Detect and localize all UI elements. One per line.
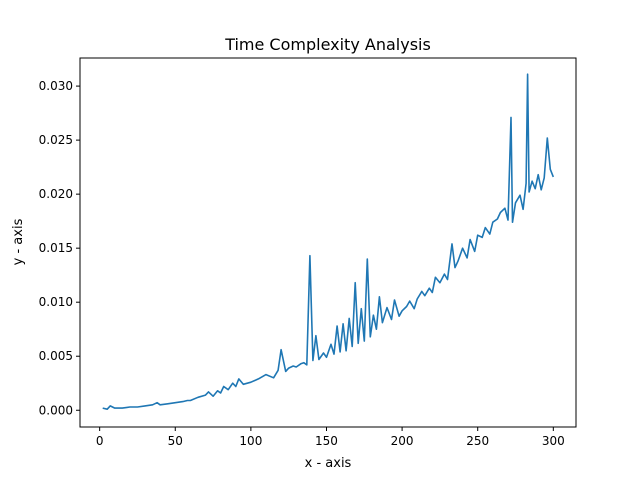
- y-tick-label: 0.005: [39, 349, 73, 363]
- chart-title: Time Complexity Analysis: [224, 35, 431, 54]
- plot-frame: [79, 57, 577, 428]
- series-line: [102, 73, 555, 411]
- x-tick-label: 100: [239, 434, 262, 448]
- y-tick-label: 0.010: [39, 295, 73, 309]
- x-tick-label: 200: [391, 434, 414, 448]
- x-tick-label: 300: [542, 434, 565, 448]
- x-axis: 0 50 100 150 200 250 300: [96, 427, 565, 448]
- y-tick-label: 0.030: [39, 79, 73, 93]
- y-tick-label: 0.025: [39, 133, 73, 147]
- y-axis-label: y - axis: [11, 218, 26, 265]
- y-tick-label: 0.000: [39, 403, 73, 417]
- y-tick-label: 0.020: [39, 187, 73, 201]
- y-axis: 0.000 0.005 0.010 0.015 0.020 0.025 0.030: [39, 79, 80, 417]
- y-tick-label: 0.015: [39, 241, 73, 255]
- x-tick-label: 50: [168, 434, 183, 448]
- x-axis-label: x - axis: [305, 456, 352, 471]
- x-tick-label: 150: [315, 434, 338, 448]
- x-tick-label: 250: [466, 434, 489, 448]
- x-tick-label: 0: [96, 434, 104, 448]
